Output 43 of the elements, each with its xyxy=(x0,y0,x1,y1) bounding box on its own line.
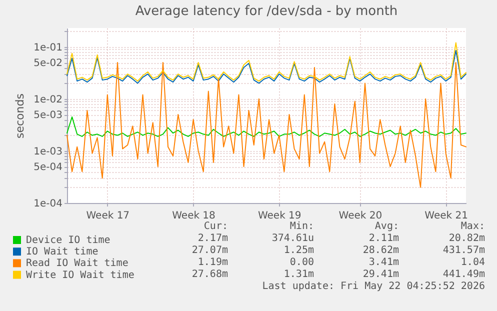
text: Min: xyxy=(290,221,314,232)
text: 1.31m xyxy=(284,269,314,280)
text: 28.62m xyxy=(362,245,399,256)
text: 1.04 xyxy=(460,257,485,268)
y-tick-label: 1e-04 xyxy=(34,198,62,210)
y-tick-label: 1e-03 xyxy=(34,146,62,158)
chart-title: Average latency for /dev/sda - by month xyxy=(135,4,398,20)
text: Avg: xyxy=(374,221,399,232)
y-tick-label: 1e-02 xyxy=(34,94,62,106)
y-tick-label: 5e-03 xyxy=(34,110,62,122)
text: 0.00 xyxy=(290,257,314,268)
text: 1.25m xyxy=(284,245,314,256)
legend-label: Read IO Wait time xyxy=(26,258,128,270)
y-tick-label: 5e-02 xyxy=(34,58,62,69)
y-tick-label: 1e-01 xyxy=(34,42,62,54)
legend-label: IO Wait time xyxy=(26,246,98,258)
x-tick-label: Week 18 xyxy=(172,210,216,222)
line-series xyxy=(66,116,466,137)
line-series xyxy=(66,50,466,84)
text: 374.61u xyxy=(272,233,314,244)
text: 1.19m xyxy=(198,257,228,268)
y-axis-title: seconds xyxy=(14,93,27,138)
text: 2.17m xyxy=(198,233,228,244)
legend-label: Write IO Wait time xyxy=(26,270,134,281)
x-tick-label: Week 19 xyxy=(258,210,302,222)
y-tick-label: 5e-04 xyxy=(34,162,62,174)
text: 29.41m xyxy=(362,269,399,280)
text: 2.11m xyxy=(368,233,399,244)
text: Max: xyxy=(460,221,485,232)
text: 20.82m xyxy=(448,233,485,244)
line-series xyxy=(66,62,466,188)
text: 431.57m xyxy=(442,245,485,256)
text: 27.07m xyxy=(192,245,228,256)
x-tick-label: Week 17 xyxy=(86,210,130,222)
text: 27.68m xyxy=(192,269,228,280)
text: Cur: xyxy=(204,221,228,232)
text: Last update: Fri May 22 04:25:52 2026 xyxy=(262,281,485,292)
x-tick-label: Week 21 xyxy=(424,210,468,222)
text: 441.49m xyxy=(442,269,485,280)
text: 3.41m xyxy=(368,257,399,268)
line-series xyxy=(66,42,466,82)
x-tick-label: Week 20 xyxy=(338,210,382,222)
legend-label: Device IO time xyxy=(26,235,110,246)
